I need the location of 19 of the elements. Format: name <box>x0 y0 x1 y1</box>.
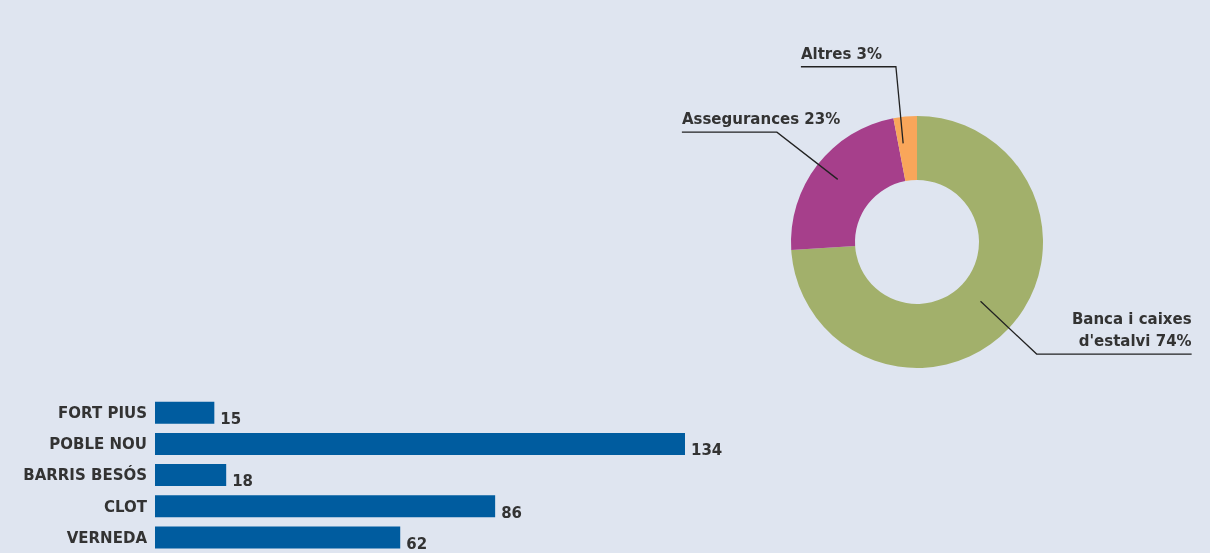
donut-slice <box>893 116 917 182</box>
data-label: 134 <box>691 441 723 460</box>
slice-label: Assegurances 23% <box>681 110 841 129</box>
y-tick-label: BARRIS BESÓS <box>23 465 147 485</box>
bar <box>155 464 227 487</box>
bar <box>155 526 401 549</box>
bar <box>155 495 496 518</box>
bar <box>155 401 215 424</box>
data-label: 15 <box>220 410 242 429</box>
data-label: 18 <box>232 472 254 491</box>
slice-label: Altres 3% <box>800 44 883 63</box>
bar <box>155 432 685 455</box>
data-label: 86 <box>501 503 523 522</box>
y-tick-label: FORT PIUS <box>58 403 147 422</box>
data-label: 62 <box>406 534 428 553</box>
y-tick-label: CLOT <box>103 497 148 516</box>
slice-label: Banca i caixes d'estalvi 74% <box>1071 310 1192 351</box>
y-tick-label: POBLE NOU <box>49 435 147 454</box>
y-tick-label: VERNEDA <box>66 528 148 547</box>
